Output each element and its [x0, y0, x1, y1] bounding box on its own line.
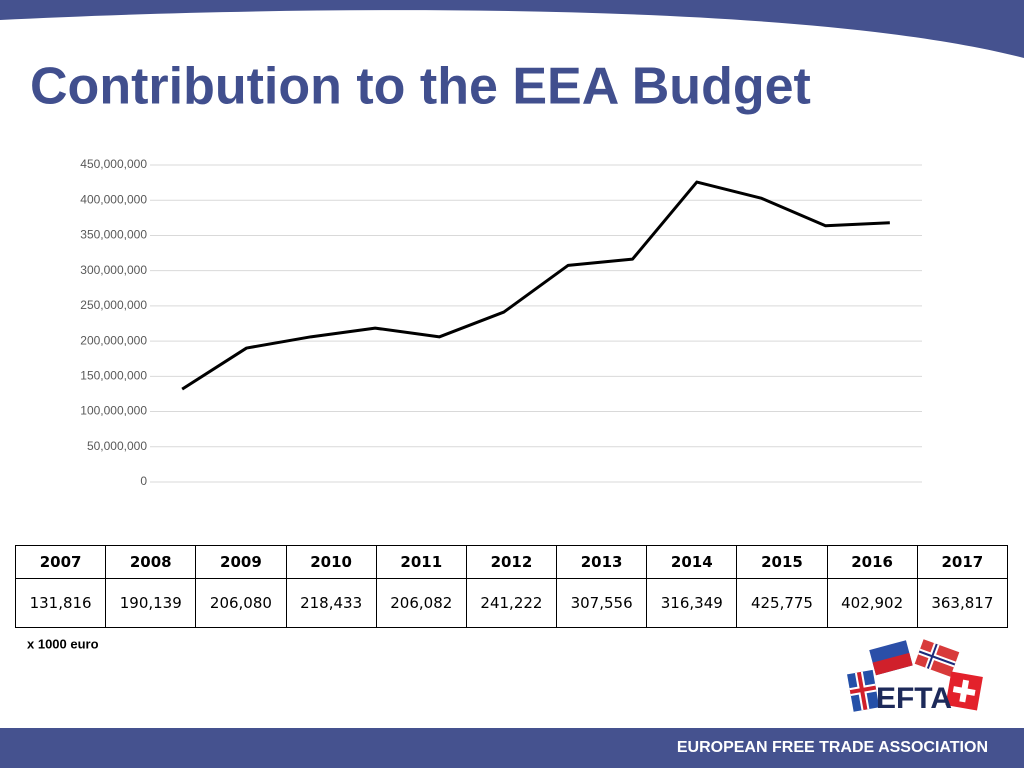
y-tick-label: 400,000,000: [80, 192, 147, 206]
y-tick-label: 100,000,000: [80, 404, 147, 418]
table-cell: 316,349: [646, 578, 738, 628]
table-cell: 2015: [736, 545, 828, 579]
table-cell: 363,817: [916, 578, 1009, 628]
y-tick-label: 50,000,000: [87, 439, 147, 453]
table-cell: 425,775: [736, 578, 828, 628]
table-cell: 2007: [14, 545, 107, 579]
table-cell: 2014: [646, 545, 738, 579]
table-cell: 2016: [826, 545, 918, 579]
table-cell: 190,139: [105, 578, 197, 628]
table-cell: 2013: [556, 545, 648, 579]
table-row: 2007 2008 2009 2010 2011 2012 2013 2014 2015 2016…: [14, 545, 1009, 579]
table-cell: 2010: [285, 545, 377, 579]
table-cell: 2012: [465, 545, 558, 579]
unit-note: x 1000 euro: [27, 636, 99, 651]
y-tick-label: 450,000,000: [80, 157, 147, 171]
slide-title: Contribution to the EEA Budget: [30, 58, 811, 116]
data-line: [181, 180, 890, 391]
table-cell: 2009: [195, 545, 287, 579]
table-cell: 2017: [916, 545, 1009, 579]
footer-band: [0, 728, 1024, 768]
y-tick-label: 350,000,000: [80, 228, 147, 242]
header-band: [0, 0, 1024, 58]
table-cell: 206,082: [375, 578, 467, 628]
table-cell: 2011: [375, 545, 467, 579]
y-tick-label: 200,000,000: [80, 333, 147, 347]
data-table: 2007 2008 2009 2010 2011 2012 2013 2014 2015 2016…: [14, 545, 1009, 628]
table-cell: 131,816: [14, 578, 107, 628]
y-tick-label: 250,000,000: [80, 298, 147, 312]
y-tick-label: 150,000,000: [80, 369, 147, 383]
y-tick-label: 0: [140, 474, 147, 488]
table-cell: 218,433: [285, 578, 377, 628]
y-tick-label: 300,000,000: [80, 263, 147, 277]
table-cell: 241,222: [465, 578, 558, 628]
table-cell: 402,902: [826, 578, 918, 628]
logo: EFTA: [847, 639, 983, 715]
footer-text: EUROPEAN FREE TRADE ASSOCIATION: [677, 739, 988, 756]
logo-text: EFTA: [876, 682, 952, 715]
table-cell: 2008: [105, 545, 197, 579]
table-row: 131,816 190,139 206,080 218,433 206,082 241,2…: [14, 578, 1009, 628]
table-cell: 206,080: [195, 578, 287, 628]
table-cell: 307,556: [556, 578, 648, 628]
